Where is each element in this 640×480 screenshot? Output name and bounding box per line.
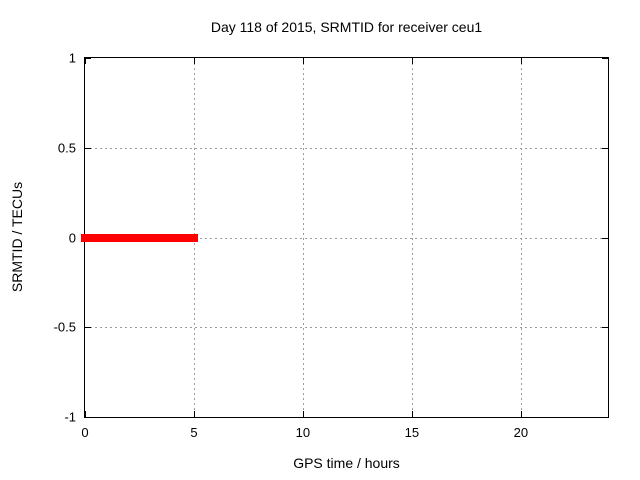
x-tick-mark-mirror bbox=[193, 58, 195, 64]
x-tick-mark-mirror bbox=[411, 58, 413, 64]
y-tick-mark-mirror bbox=[602, 417, 608, 418]
x-tick-mark-mirror bbox=[302, 58, 304, 64]
x-tick-label: 20 bbox=[513, 425, 529, 440]
x-tick-mark bbox=[193, 411, 195, 417]
x-tick-mark-mirror bbox=[520, 58, 522, 64]
y-tick-mark bbox=[85, 417, 91, 418]
gridline-horizontal bbox=[85, 147, 608, 149]
series-line-srmtid bbox=[81, 233, 198, 242]
x-tick-mark bbox=[411, 411, 413, 417]
x-tick-mark bbox=[85, 411, 86, 417]
gridline-horizontal bbox=[85, 327, 608, 329]
y-tick-label: 0 bbox=[68, 230, 76, 245]
x-tick-mark bbox=[520, 411, 522, 417]
gridline-horizontal bbox=[85, 237, 608, 239]
x-tick-label: 10 bbox=[295, 425, 311, 440]
x-axis-label: GPS time / hours bbox=[293, 455, 400, 471]
y-tick-label: 0.5 bbox=[57, 140, 76, 156]
y-tick-mark bbox=[85, 327, 91, 329]
y-tick-mark-mirror bbox=[602, 237, 608, 239]
x-tick-mark bbox=[302, 411, 304, 417]
y-tick-mark-mirror bbox=[602, 58, 608, 59]
y-tick-mark-mirror bbox=[602, 327, 608, 329]
y-tick-label: -1 bbox=[64, 409, 76, 425]
y-tick-mark bbox=[85, 58, 91, 59]
x-tick-label: 5 bbox=[190, 425, 198, 440]
y-tick-label: -0.5 bbox=[53, 319, 76, 335]
x-tick-label: 0 bbox=[81, 425, 89, 440]
x-tick-label: 15 bbox=[404, 425, 420, 440]
chart-title: Day 118 of 2015, SRMTID for receiver ceu… bbox=[210, 19, 483, 35]
x-tick-mark-mirror bbox=[85, 58, 86, 64]
y-tick-mark bbox=[85, 147, 91, 149]
plot-area: 0 5 10 15 20 -1 -0.5 0 0.5 1 bbox=[54, 52, 609, 439]
y-tick-mark-mirror bbox=[602, 147, 608, 149]
y-tick-label: 1 bbox=[68, 50, 76, 66]
y-axis-label: SRMTID / TECUs bbox=[9, 181, 25, 293]
